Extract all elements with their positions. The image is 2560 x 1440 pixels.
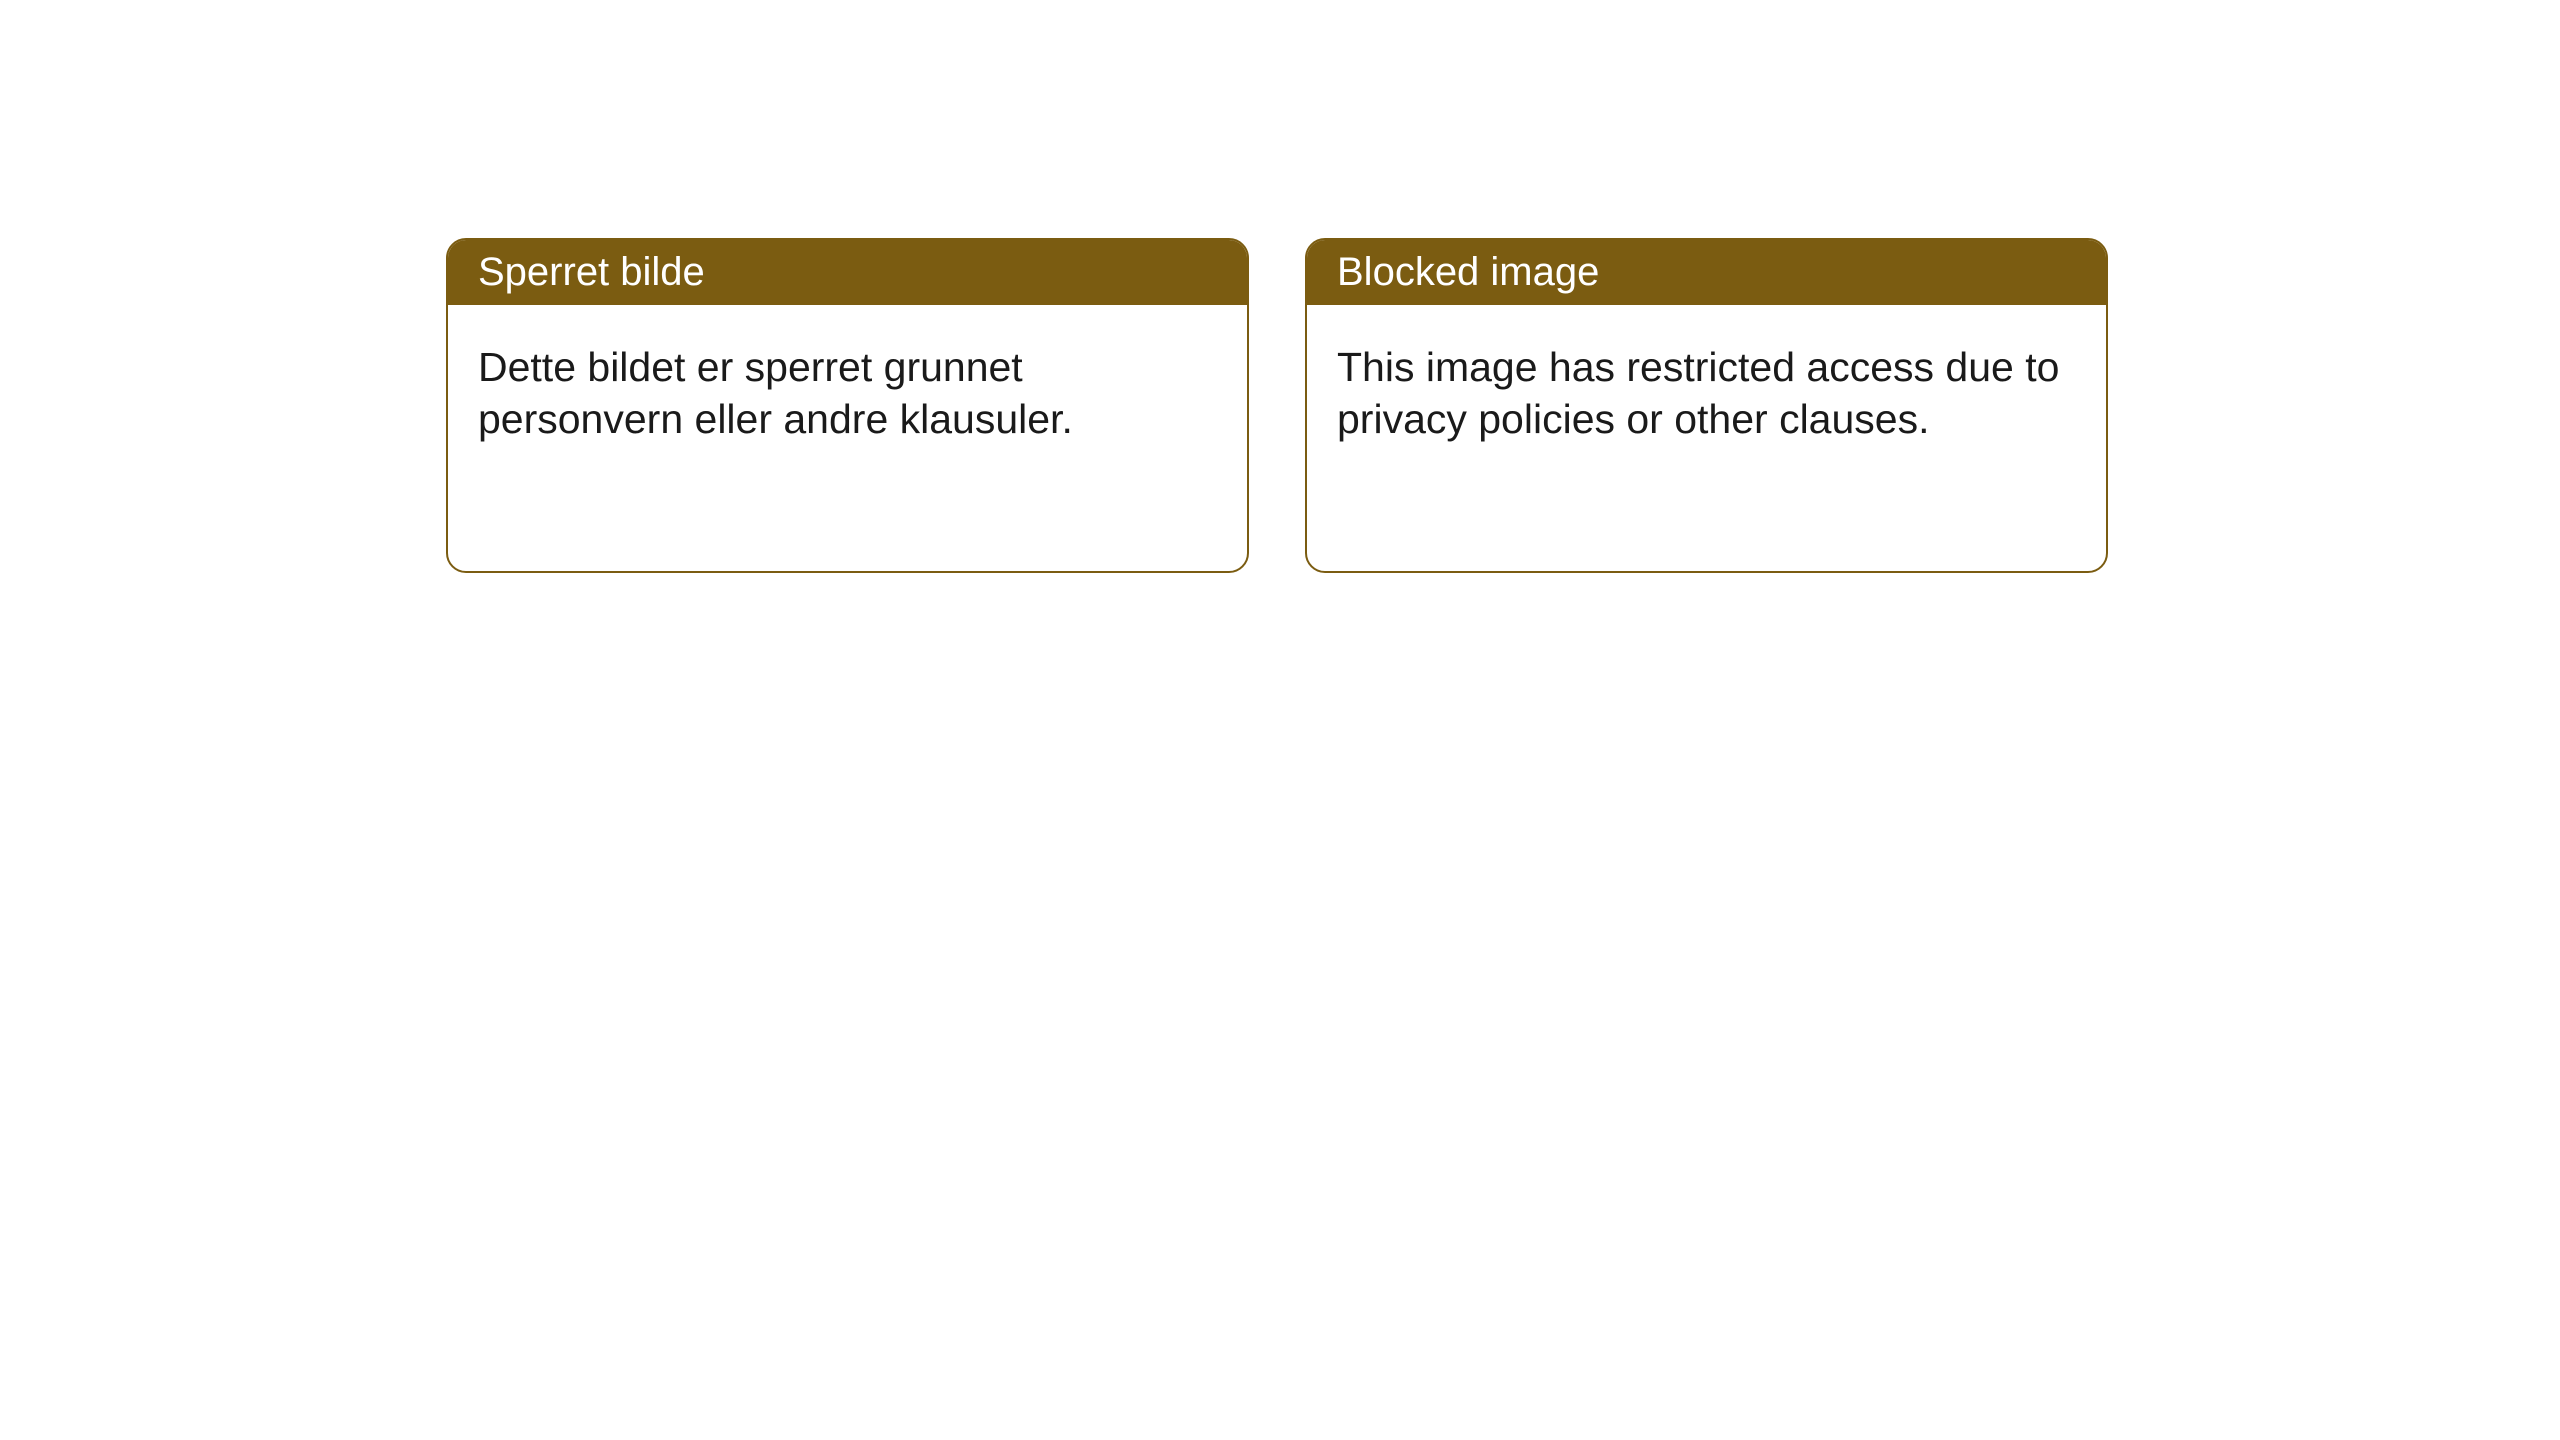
notice-container: Sperret bilde Dette bildet er sperret gr…	[446, 238, 2108, 573]
notice-header: Blocked image	[1307, 240, 2106, 305]
notice-title: Sperret bilde	[478, 250, 705, 294]
notice-body: Dette bildet er sperret grunnet personve…	[448, 305, 1247, 482]
notice-body-text: This image has restricted access due to …	[1337, 344, 2059, 442]
notice-body: This image has restricted access due to …	[1307, 305, 2106, 482]
notice-card-norwegian: Sperret bilde Dette bildet er sperret gr…	[446, 238, 1249, 573]
notice-card-english: Blocked image This image has restricted …	[1305, 238, 2108, 573]
notice-header: Sperret bilde	[448, 240, 1247, 305]
notice-title: Blocked image	[1337, 250, 1599, 294]
notice-body-text: Dette bildet er sperret grunnet personve…	[478, 344, 1073, 442]
